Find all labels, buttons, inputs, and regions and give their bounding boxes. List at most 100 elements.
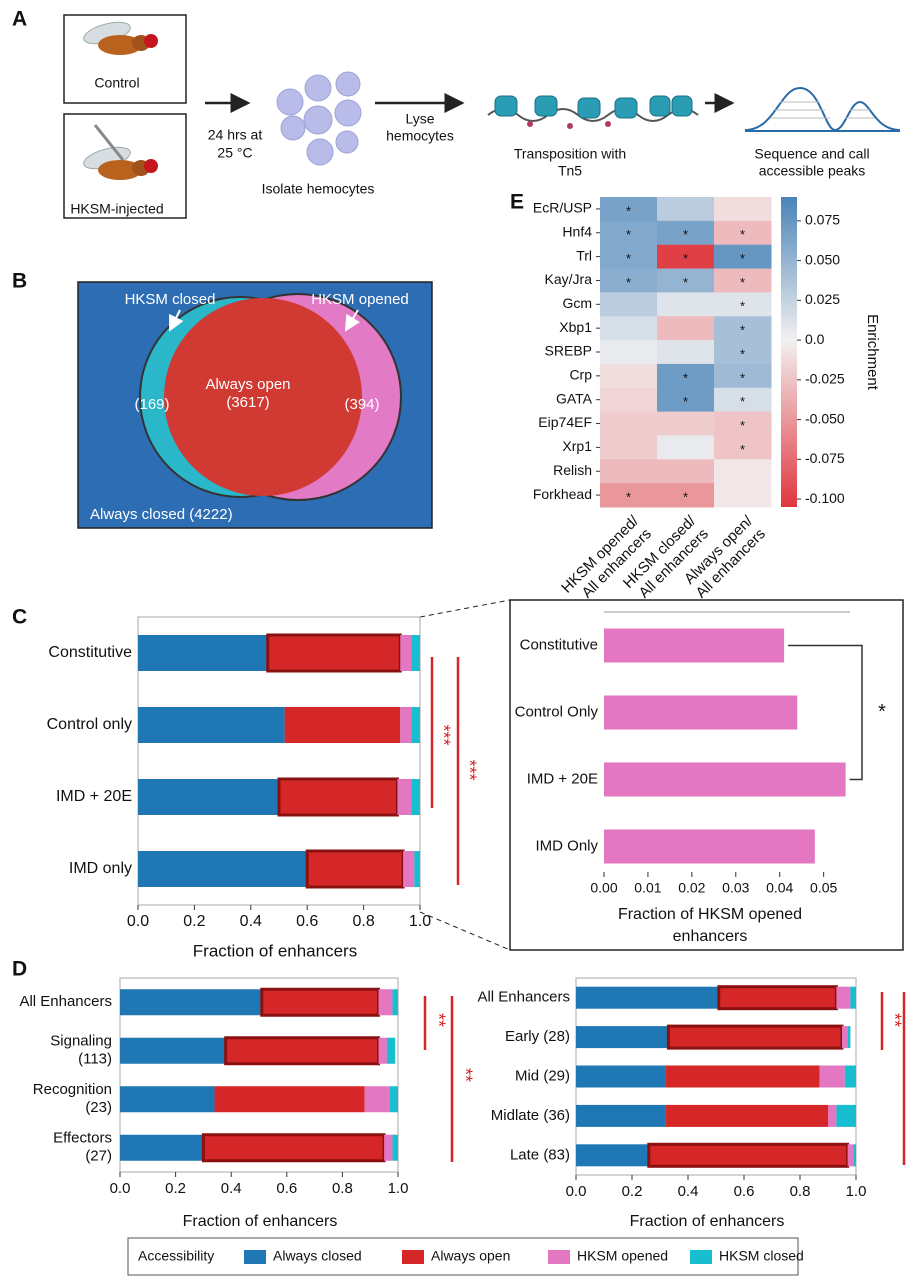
bar-segment (576, 1144, 649, 1167)
bar-segment (665, 1104, 828, 1127)
bar-segment (576, 1104, 666, 1127)
colorbar-title: Enrichment (864, 314, 881, 391)
heatmap-cell (714, 340, 772, 365)
bar (604, 628, 785, 663)
bar-segment (853, 1144, 856, 1167)
panel-label: B (12, 270, 27, 293)
heatmap-cell (657, 483, 715, 508)
significance-label: ** (884, 1013, 904, 1027)
heatmap-cell (600, 340, 658, 365)
significance-star: * (683, 251, 688, 266)
x-tick-label: 0.6 (276, 1180, 297, 1197)
bar-segment (842, 1026, 848, 1049)
x-tick-label: 0.0 (566, 1183, 587, 1200)
incubation-label: 24 hrs at (208, 127, 263, 143)
heatmap-cell (657, 459, 715, 484)
heatmap-cell (657, 220, 715, 246)
x-tick-label: 0.4 (678, 1183, 699, 1200)
venn-count: (3617) (226, 394, 269, 411)
bar-segment (305, 849, 405, 889)
heatmap-cell (657, 435, 715, 460)
significance-label: ** (455, 1068, 475, 1082)
significance-star: * (626, 203, 631, 218)
plot-frame (137, 616, 421, 906)
significance-star: * (740, 275, 745, 290)
y-tick-label: IMD + 20E (527, 770, 598, 787)
significance-label: *** (433, 724, 453, 745)
heatmap-cell (600, 483, 658, 508)
y-tick-label: Control only (47, 716, 132, 733)
heatmap-cell (657, 340, 715, 365)
x-tick-label: 0.2 (165, 1180, 186, 1197)
bar-segment (411, 707, 420, 743)
significance-star: * (683, 490, 688, 505)
bar-segment (284, 707, 401, 743)
x-tick-label: 0.00 (590, 880, 617, 896)
sequence-label: Sequence and call (754, 146, 869, 162)
row-label: Hnf4 (562, 223, 592, 239)
bar-segment (364, 1086, 390, 1113)
bar-segment (260, 987, 381, 1017)
bar-segment (411, 779, 420, 815)
significance-star: * (683, 275, 688, 290)
fly-icon (83, 21, 158, 55)
bar-segment (717, 985, 838, 1011)
x-tick-label: 0.6 (296, 913, 318, 930)
significance-star: * (626, 227, 631, 242)
x-tick-label: 0.05 (810, 880, 837, 896)
bar-segment (576, 1026, 669, 1049)
legend-swatch (244, 1250, 266, 1264)
significance-star: * (740, 227, 745, 242)
significance-star: * (740, 323, 745, 338)
heatmap-cell (600, 363, 658, 389)
bar-segment (666, 1024, 844, 1050)
row-label: Trl (576, 247, 592, 263)
bar-segment (266, 633, 402, 673)
legend-title: Accessibility (138, 1248, 214, 1264)
peaks-icon (744, 86, 901, 132)
significance-bracket (788, 644, 863, 781)
legend-swatch (690, 1250, 712, 1264)
significance-label: ** (428, 1013, 448, 1027)
colorbar-tick-label: -0.075 (805, 450, 845, 466)
significance-label: *** (459, 759, 479, 780)
significance-star: * (683, 394, 688, 409)
bar-segment (138, 779, 279, 815)
venn-label: Always open (205, 376, 290, 393)
y-tick-label: IMD only (69, 860, 132, 877)
venn-arrow (344, 309, 361, 332)
y-tick-label: Late (83) (510, 1146, 570, 1163)
bar-segment (138, 851, 308, 887)
legend-label: HKSM opened (577, 1248, 668, 1264)
bar-segment (850, 986, 856, 1009)
sequence-label: accessible peaks (759, 163, 866, 179)
heatmap-cell (714, 197, 772, 222)
y-tick-label: Midlate (36) (491, 1107, 570, 1124)
venn-arrow (169, 309, 184, 332)
colorbar-tick-label: -0.050 (805, 410, 845, 426)
significance-star: * (740, 251, 745, 266)
venn-count: (169) (134, 396, 169, 413)
significance-star: * (683, 227, 688, 242)
x-tick-label: 0.0 (110, 1180, 131, 1197)
y-tick-label: Signaling (50, 1033, 112, 1050)
colorbar-tick-label: 0.025 (805, 291, 840, 307)
heatmap-cell (714, 459, 772, 484)
chromatin-icon (487, 95, 699, 129)
bar-segment (397, 779, 412, 815)
heatmap-cell (657, 387, 715, 413)
bar (604, 695, 798, 730)
lyse-label: hemocytes (386, 128, 454, 144)
x-tick-label: 1.0 (846, 1183, 867, 1200)
heatmap-cell (657, 268, 715, 293)
heatmap-cell (714, 292, 772, 317)
heatmap-cell (714, 220, 772, 246)
bar-segment (576, 986, 719, 1009)
heatmap-cell (714, 387, 772, 413)
transposition-label: Transposition with (514, 146, 626, 162)
x-tick-label: 0.6 (734, 1183, 755, 1200)
bar-segment (828, 1104, 837, 1127)
y-tick-label: (23) (85, 1099, 112, 1116)
row-label: Kay/Jra (545, 271, 593, 287)
bar-segment (120, 1086, 215, 1113)
